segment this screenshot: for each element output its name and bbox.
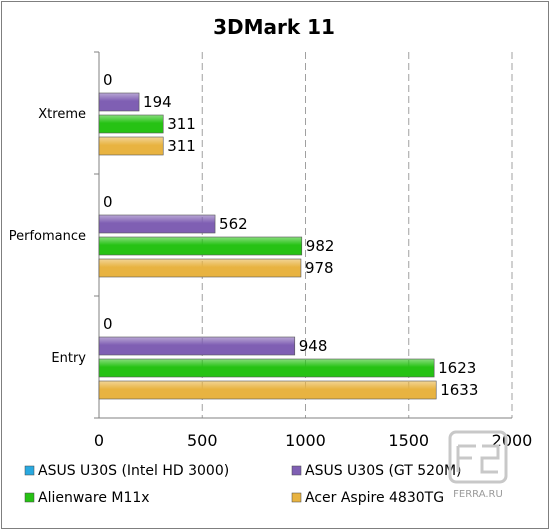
x-tick-label: 500 [187, 431, 218, 450]
data-label: 0 [103, 315, 113, 333]
data-label: 311 [167, 137, 196, 155]
data-label: 948 [299, 337, 328, 355]
watermark-logo: FERRA.RU [448, 430, 508, 500]
chart-title: 3DMark 11 [213, 15, 335, 39]
legend-label: Alienware M11x [38, 490, 150, 506]
bar [98, 336, 296, 356]
data-label: 0 [103, 193, 113, 211]
legend-label: ASUS U30S (Intel HD 3000) [38, 463, 229, 479]
legend-swatch [291, 465, 302, 476]
data-label: 1633 [440, 381, 478, 399]
bar [98, 92, 140, 112]
data-label: 562 [219, 215, 248, 233]
legend-swatch [291, 492, 302, 503]
watermark-text: FERRA.RU [453, 489, 503, 500]
data-label: 982 [306, 237, 335, 255]
bar [98, 258, 302, 278]
bar [98, 380, 437, 400]
bar [98, 136, 164, 156]
data-label: 0 [103, 71, 113, 89]
legend-swatch [24, 492, 35, 503]
legend-label: Acer Aspire 4830TG [305, 490, 444, 506]
data-label: 194 [143, 93, 172, 111]
bar [98, 236, 303, 256]
x-tick-label: 2000 [492, 431, 533, 450]
axes [94, 51, 512, 419]
watermark-glyph [448, 430, 508, 484]
x-tick-label: 1000 [285, 431, 326, 450]
legend-label: ASUS U30S (GT 520M) [305, 463, 462, 479]
category-label: Entry [51, 351, 86, 366]
bar [98, 214, 216, 234]
x-tick-label: 0 [94, 431, 104, 450]
data-label: 1623 [438, 359, 476, 377]
category-label: Perfomance [9, 229, 86, 244]
bars [98, 92, 437, 400]
data-labels: 0 194 311 311 0 562 982 978 0 948 1623 1633 [103, 71, 478, 399]
x-tick-label: 1500 [388, 431, 429, 450]
category-labels: Xtreme Perfomance Entry [9, 107, 87, 366]
legend-swatch [24, 465, 35, 476]
data-label: 311 [167, 115, 196, 133]
bar [98, 114, 164, 134]
tick-labels: 0 500 1000 1500 2000 [94, 431, 532, 450]
grid-lines [201, 52, 513, 418]
data-label: 978 [305, 259, 334, 277]
legend: ASUS U30S (Intel HD 3000) ASUS U30S (GT 5… [24, 463, 462, 506]
bar [98, 358, 435, 378]
category-label: Xtreme [38, 107, 86, 122]
